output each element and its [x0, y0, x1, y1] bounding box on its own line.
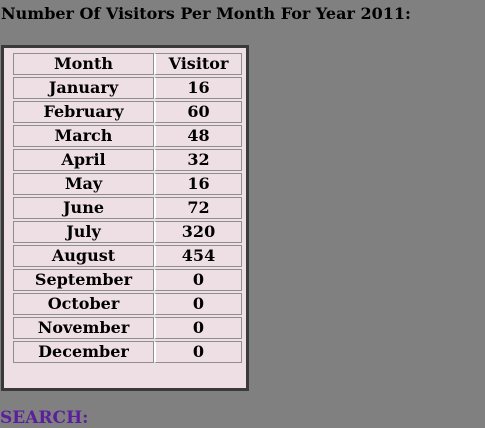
visitor-cell: 320 — [154, 221, 242, 243]
month-cell: December — [13, 341, 154, 363]
table-row: August 454 — [13, 245, 242, 267]
visitor-cell: 0 — [154, 341, 242, 363]
table-row: July 320 — [13, 221, 242, 243]
visitor-cell: 0 — [154, 269, 242, 291]
month-cell: September — [13, 269, 154, 291]
visitor-cell: 0 — [154, 317, 242, 339]
visitor-cell: 16 — [154, 77, 242, 99]
visitors-table: Month Visitor January 16 February 60 Mar… — [13, 51, 242, 365]
table-row: October 0 — [13, 293, 242, 315]
month-cell: June — [13, 197, 154, 219]
visitor-cell: 72 — [154, 197, 242, 219]
month-cell: April — [13, 149, 154, 171]
visitor-cell: 60 — [154, 101, 242, 123]
table-row: November 0 — [13, 317, 242, 339]
column-header-visitor: Visitor — [154, 53, 242, 75]
visitor-cell: 16 — [154, 173, 242, 195]
table-row: September 0 — [13, 269, 242, 291]
month-cell: August — [13, 245, 154, 267]
table-row: January 16 — [13, 77, 242, 99]
visitor-cell: 0 — [154, 293, 242, 315]
month-cell: October — [13, 293, 154, 315]
table-row: April 32 — [13, 149, 242, 171]
column-header-month: Month — [13, 53, 154, 75]
table-row: June 72 — [13, 197, 242, 219]
search-heading: SEARCH: — [0, 408, 89, 428]
table-header-row: Month Visitor — [13, 53, 242, 75]
table-row: December 0 — [13, 341, 242, 363]
month-cell: January — [13, 77, 154, 99]
month-cell: February — [13, 101, 154, 123]
table-row: May 16 — [13, 173, 242, 195]
visitors-table-panel: Month Visitor January 16 February 60 Mar… — [1, 45, 249, 391]
visitor-cell: 454 — [154, 245, 242, 267]
table-row: February 60 — [13, 101, 242, 123]
table-row: March 48 — [13, 125, 242, 147]
month-cell: March — [13, 125, 154, 147]
visitor-cell: 32 — [154, 149, 242, 171]
month-cell: November — [13, 317, 154, 339]
page-title: Number Of Visitors Per Month For Year 20… — [1, 4, 411, 23]
visitor-cell: 48 — [154, 125, 242, 147]
month-cell: July — [13, 221, 154, 243]
month-cell: May — [13, 173, 154, 195]
